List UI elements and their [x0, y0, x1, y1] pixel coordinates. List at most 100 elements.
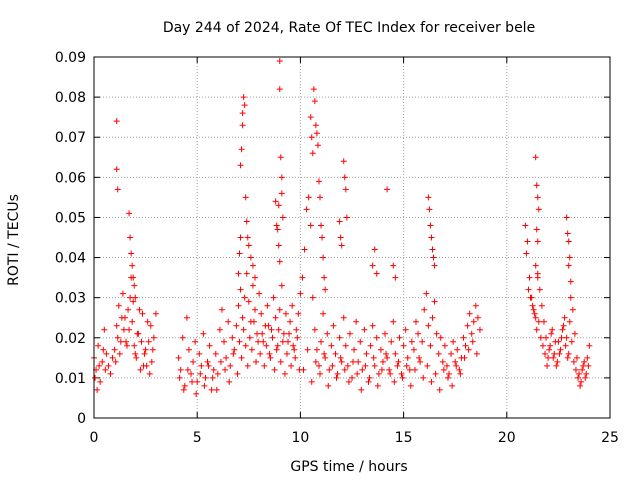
- data-point: [462, 342, 469, 349]
- data-point: [237, 162, 244, 169]
- data-point: [206, 342, 213, 349]
- data-point: [189, 378, 196, 385]
- data-point: [194, 378, 201, 385]
- data-point: [431, 262, 438, 269]
- data-point: [440, 366, 447, 373]
- data-point: [444, 374, 451, 381]
- data-point: [454, 346, 461, 353]
- data-point: [449, 382, 456, 389]
- data-point: [113, 118, 120, 125]
- data-point: [582, 374, 589, 381]
- data-point: [469, 338, 476, 345]
- data-point: [406, 366, 413, 373]
- data-point: [130, 298, 137, 305]
- data-point: [383, 350, 390, 357]
- data-point: [275, 242, 282, 249]
- data-point: [357, 338, 364, 345]
- data-point: [460, 334, 467, 341]
- data-point: [92, 374, 99, 381]
- data-point: [274, 226, 281, 233]
- data-point: [476, 326, 483, 333]
- data-point: [325, 382, 332, 389]
- data-point: [577, 382, 584, 389]
- data-point: [315, 178, 322, 185]
- data-point: [216, 326, 223, 333]
- data-point: [404, 354, 411, 361]
- data-point: [330, 322, 337, 329]
- data-point: [301, 246, 308, 253]
- data-point: [568, 338, 575, 345]
- data-point: [390, 262, 397, 269]
- data-point: [435, 350, 442, 357]
- data-point: [334, 370, 341, 377]
- data-point: [322, 286, 329, 293]
- data-point: [230, 350, 237, 357]
- data-point: [181, 382, 188, 389]
- data-point: [453, 362, 460, 369]
- plot-area-border: [93, 56, 611, 419]
- data-point: [343, 214, 350, 221]
- data-point: [245, 298, 252, 305]
- data-point: [562, 342, 569, 349]
- x-tick-label: 0: [90, 430, 99, 446]
- data-point: [205, 362, 212, 369]
- data-point: [222, 366, 229, 373]
- data-point: [567, 294, 574, 301]
- data-point: [201, 382, 208, 389]
- data-point: [111, 346, 118, 353]
- data-point: [547, 342, 554, 349]
- data-point: [567, 278, 574, 285]
- data-point: [148, 358, 155, 365]
- data-point: [278, 174, 285, 181]
- data-point: [386, 366, 393, 373]
- data-point: [295, 310, 302, 317]
- data-point: [379, 358, 386, 365]
- data-point: [309, 294, 316, 301]
- data-point: [533, 182, 540, 189]
- data-point: [307, 114, 314, 121]
- data-point: [461, 354, 468, 361]
- data-point: [283, 350, 290, 357]
- data-point: [328, 342, 335, 349]
- data-point: [564, 230, 571, 237]
- data-point: [578, 378, 585, 385]
- data-point: [127, 234, 134, 241]
- y-tick-label: 0: [77, 411, 86, 427]
- data-point: [533, 326, 540, 333]
- data-point: [531, 310, 538, 317]
- data-point: [535, 318, 542, 325]
- data-point: [141, 350, 148, 357]
- data-point: [441, 342, 448, 349]
- data-point: [122, 338, 129, 345]
- data-point: [310, 86, 317, 93]
- data-point: [320, 310, 327, 317]
- data-point: [446, 370, 453, 377]
- data-point: [556, 350, 563, 357]
- data-point: [384, 186, 391, 193]
- data-point: [338, 358, 345, 365]
- data-point: [260, 338, 267, 345]
- data-point: [145, 338, 152, 345]
- data-point: [565, 262, 572, 269]
- data-point: [387, 370, 394, 377]
- data-point: [336, 334, 343, 341]
- data-point: [96, 362, 103, 369]
- data-point: [247, 254, 254, 261]
- data-point: [525, 286, 532, 293]
- data-point: [541, 350, 548, 357]
- data-point: [281, 370, 288, 377]
- data-point: [433, 330, 440, 337]
- data-point: [124, 342, 131, 349]
- data-point: [369, 262, 376, 269]
- data-point: [371, 246, 378, 253]
- grid-lines: [94, 57, 610, 418]
- data-point: [272, 198, 279, 205]
- data-point: [137, 366, 144, 373]
- data-point: [563, 334, 570, 341]
- data-point: [308, 134, 315, 141]
- data-point: [300, 366, 307, 373]
- data-point: [280, 330, 287, 337]
- data-point: [366, 374, 373, 381]
- data-point: [246, 334, 253, 341]
- data-point: [149, 346, 156, 353]
